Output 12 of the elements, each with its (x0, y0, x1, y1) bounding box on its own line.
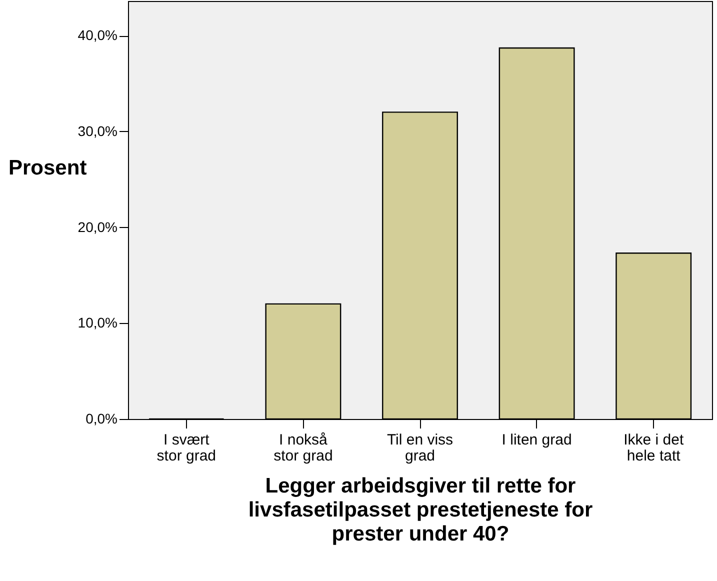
y-axis-title: Prosent (8, 156, 87, 180)
y-tick-label: 0,0% (86, 410, 118, 426)
x-axis-title: Legger arbeidsgiver til rette for livsfasetilpasset prestetjeneste for prester under 40? (248, 474, 593, 546)
x-tick-label: Til en viss grad (386, 432, 454, 464)
y-tick-label: 20,0% (78, 218, 118, 235)
y-tick-label: 30,0% (78, 122, 118, 139)
x-tick-label: I nokså stor grad (274, 432, 333, 464)
x-tick-label: I liten grad (502, 432, 572, 448)
x-tick-label: I svært stor grad (156, 432, 216, 464)
y-tick-label: 40,0% (78, 27, 118, 44)
y-tick-label: 10,0% (78, 314, 118, 331)
x-tick-label: Ikke i det hele tatt (624, 432, 684, 464)
